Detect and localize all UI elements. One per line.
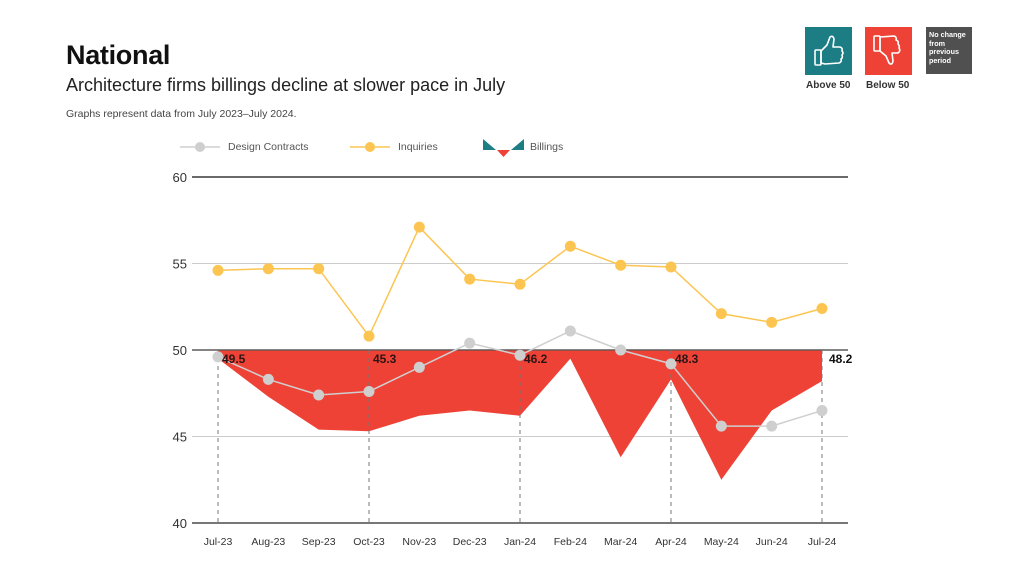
- design-contracts-point: [413, 361, 425, 373]
- x-tick-label: Oct-23: [353, 536, 385, 548]
- above-50-key: [805, 27, 852, 75]
- design-contracts-point: [665, 358, 677, 370]
- x-tick-label: Apr-24: [655, 536, 687, 548]
- x-tick-label: Jul-24: [808, 536, 837, 548]
- inquiries-point: [715, 308, 727, 320]
- y-tick-label: 40: [173, 516, 187, 531]
- x-tick-label: Mar-24: [604, 536, 637, 548]
- design-contracts-point: [363, 386, 375, 398]
- x-tick-label: May-24: [704, 536, 739, 548]
- legend-billings-label: Billings: [530, 141, 564, 153]
- billings-swatch-icon: [483, 139, 524, 157]
- inquiries-point: [363, 330, 375, 342]
- y-tick-label: 50: [173, 343, 187, 358]
- x-tick-label: Dec-23: [453, 536, 487, 548]
- billings-value-label: 49.5: [222, 352, 246, 366]
- design-contracts-point: [212, 351, 224, 363]
- x-tick-label: Sep-23: [302, 536, 336, 548]
- x-tick-label: Jan-24: [504, 536, 536, 548]
- inquiries-point: [816, 302, 828, 314]
- design-contracts-swatch-icon: [180, 142, 220, 152]
- thumbs-down-icon: [873, 35, 901, 65]
- no-change-key: No change from previous period: [926, 27, 972, 74]
- inquiries-point: [413, 221, 425, 233]
- x-tick-label: Jun-24: [756, 536, 788, 548]
- y-tick-label: 55: [173, 257, 187, 272]
- design-contracts-point: [313, 389, 325, 401]
- inquiries-point: [212, 264, 224, 276]
- inquiries-point: [313, 263, 325, 275]
- below-50-key: [865, 27, 912, 75]
- billings-value-label: 46.2: [524, 352, 548, 366]
- design-contracts-point: [816, 405, 828, 417]
- legend-design-contracts: Design Contracts: [178, 137, 309, 157]
- inquiries-point: [514, 278, 526, 290]
- inquiries-swatch-icon: [350, 142, 390, 152]
- billings-value-label: 48.3: [675, 352, 699, 366]
- inquiries-point: [564, 240, 576, 252]
- inquiries-point: [262, 263, 274, 275]
- design-contracts-point: [715, 420, 727, 432]
- x-tick-label: Aug-23: [251, 536, 285, 548]
- legend-inquiries: Inquiries: [348, 137, 438, 157]
- y-tick-label: 45: [173, 430, 187, 445]
- design-contracts-point: [514, 349, 526, 361]
- legend-inquiries-label: Inquiries: [398, 141, 438, 153]
- inquiries-point: [766, 316, 778, 328]
- design-contracts-point: [766, 420, 778, 432]
- inquiries-point: [464, 273, 476, 285]
- above-50-label: Above 50: [806, 80, 851, 91]
- page-title: National: [66, 40, 171, 70]
- data-range-note: Graphs represent data from July 2023–Jul…: [66, 108, 297, 120]
- below-50-label: Below 50: [866, 80, 910, 91]
- thumbs-up-icon: [814, 35, 844, 66]
- design-contracts-point: [615, 344, 627, 356]
- design-contracts-point: [464, 337, 476, 349]
- x-tick-label: Jul-23: [204, 536, 233, 548]
- x-tick-label: Feb-24: [554, 536, 587, 548]
- inquiries-point: [665, 261, 677, 273]
- legend-design-contracts-label: Design Contracts: [228, 141, 309, 153]
- billings-value-label: 45.3: [373, 352, 397, 366]
- billings-value-label: 48.2: [829, 352, 853, 366]
- inquiries-point: [615, 259, 627, 271]
- design-contracts-point: [262, 373, 274, 385]
- y-tick-label: 60: [173, 170, 187, 185]
- legend-billings: Billings: [482, 137, 563, 157]
- design-contracts-point: [564, 325, 576, 337]
- x-tick-label: Nov-23: [402, 536, 436, 548]
- page-subtitle: Architecture firms billings decline at s…: [66, 75, 506, 95]
